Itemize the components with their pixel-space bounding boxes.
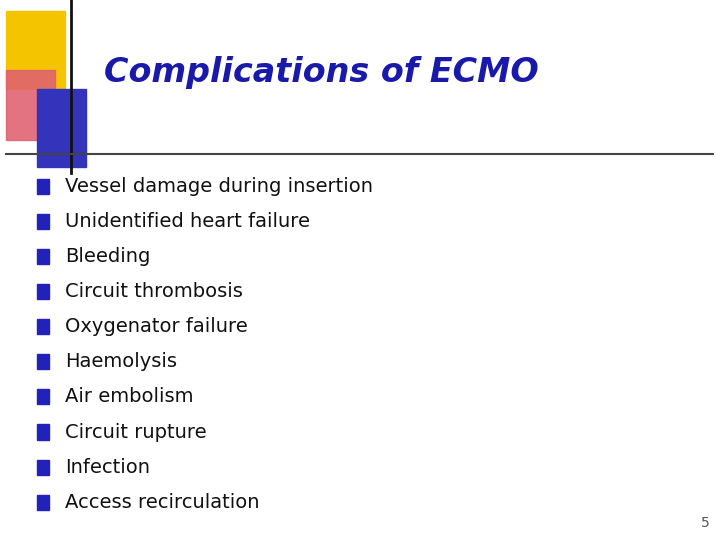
Text: Circuit thrombosis: Circuit thrombosis <box>65 282 243 301</box>
Bar <box>37 389 49 404</box>
Bar <box>37 354 49 369</box>
Bar <box>37 179 49 194</box>
Text: Unidentified heart failure: Unidentified heart failure <box>65 212 310 231</box>
Bar <box>37 495 49 510</box>
Bar <box>6 11 65 89</box>
Text: Bleeding: Bleeding <box>65 247 150 266</box>
Text: Access recirculation: Access recirculation <box>65 492 259 512</box>
Text: Infection: Infection <box>65 457 150 477</box>
Text: Air embolism: Air embolism <box>65 387 193 407</box>
Bar <box>37 319 49 334</box>
Text: Circuit rupture: Circuit rupture <box>65 422 207 442</box>
Bar <box>37 249 49 264</box>
Bar <box>37 89 86 167</box>
Bar <box>37 284 49 299</box>
Text: Vessel damage during insertion: Vessel damage during insertion <box>65 177 373 196</box>
Bar <box>37 214 49 229</box>
Text: Complications of ECMO: Complications of ECMO <box>104 56 539 90</box>
Text: 5: 5 <box>701 516 709 530</box>
Bar <box>37 424 49 440</box>
Bar <box>37 460 49 475</box>
Text: Oxygenator failure: Oxygenator failure <box>65 317 248 336</box>
Bar <box>6 70 55 140</box>
Text: Haemolysis: Haemolysis <box>65 352 177 372</box>
